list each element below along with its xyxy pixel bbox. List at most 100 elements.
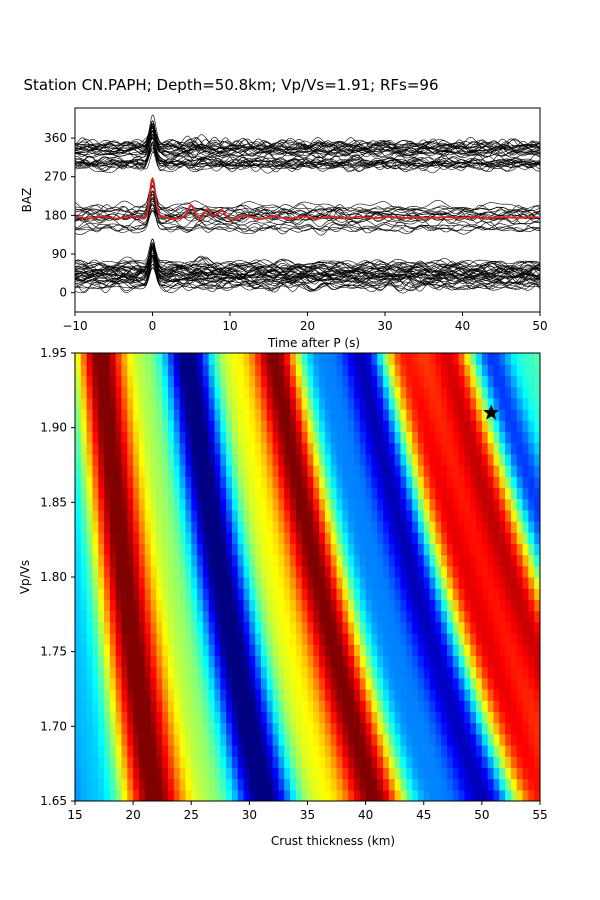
hk-heatmap-cell	[104, 509, 111, 522]
hk-heatmap-cell	[342, 778, 349, 791]
hk-heatmap-cell	[162, 745, 169, 757]
hk-heatmap-cell	[522, 521, 529, 533]
hk-heatmap-cell	[388, 711, 396, 724]
hk-heatmap-cell	[359, 644, 367, 656]
hk-heatmap-cell	[208, 610, 216, 623]
rf-trace-line	[75, 123, 540, 151]
hk-heatmap-cell	[127, 767, 134, 780]
hk-heatmap-cell	[319, 532, 326, 544]
hk-heatmap-cell	[487, 397, 495, 410]
hk-heatmap-cell	[255, 498, 262, 511]
hk-heatmap-cell	[388, 577, 396, 589]
hk-heatmap-cell	[266, 431, 274, 444]
hk-heatmap-cell	[98, 565, 105, 578]
hk-heatmap-cell	[528, 767, 535, 780]
rf-trace-line	[75, 242, 540, 272]
hk-heatmap-cell	[359, 487, 367, 500]
hk-heatmap-cell	[295, 588, 303, 600]
hk-heatmap-cell	[208, 767, 216, 780]
rf-x-tick-label: 30	[377, 319, 392, 333]
hk-heatmap-cell	[214, 420, 221, 432]
hk-heatmap-cell	[92, 498, 99, 511]
hk-heatmap-cell	[261, 666, 268, 679]
hk-heatmap-cell	[417, 487, 425, 500]
hk-heatmap-cell	[394, 375, 402, 388]
hk-heatmap-cell	[162, 498, 169, 511]
hk-heatmap-cell	[290, 666, 297, 679]
hk-heatmap-cell	[144, 666, 152, 679]
hk-heatmap-cell	[80, 532, 88, 544]
hk-heatmap-cell	[295, 521, 303, 533]
hk-heatmap-cell	[133, 476, 140, 488]
hk-heatmap-cell	[417, 745, 425, 757]
hk-heatmap-cell	[528, 487, 535, 500]
hk-heatmap-cell	[388, 397, 396, 410]
hk-heatmap-cell	[470, 599, 477, 612]
hk-heatmap-cell	[388, 677, 396, 690]
hk-heatmap-cell	[377, 353, 384, 365]
hk-heatmap-cell	[133, 364, 140, 376]
hk-heatmap-cell	[470, 745, 477, 757]
rf-y-axis-label: BAZ	[20, 188, 34, 213]
hk-heatmap-cell	[255, 689, 262, 701]
hk-heatmap-cell	[319, 453, 326, 466]
hk-heatmap-cell	[313, 487, 320, 500]
hk-heatmap-cell	[528, 644, 535, 656]
hk-heatmap-cell	[342, 700, 349, 712]
hk-heatmap-cell	[348, 689, 355, 701]
hk-heatmap-cell	[261, 442, 268, 455]
hk-heatmap-cell	[324, 655, 332, 668]
hk-heatmap-cell	[510, 767, 518, 780]
hk-heatmap-cell	[127, 565, 134, 578]
hk-heatmap-cell	[121, 521, 128, 533]
hk-heatmap-cell	[383, 554, 390, 567]
hk-heatmap-cell	[371, 588, 378, 600]
hk-heatmap-cell	[249, 610, 256, 623]
hk-heatmap-cell	[278, 397, 285, 410]
hk-heatmap-cell	[313, 767, 320, 780]
hk-heatmap-cell	[237, 644, 245, 656]
hk-heatmap-cell	[429, 644, 436, 656]
hk-heatmap-cell	[452, 577, 460, 589]
hk-heatmap-cell	[388, 453, 396, 466]
hk-heatmap-cell	[243, 487, 250, 500]
hk-heatmap-cell	[261, 465, 268, 477]
hk-heatmap-cell	[127, 733, 134, 746]
hk-heatmap-cell	[104, 476, 111, 488]
hk-heatmap-cell	[447, 767, 454, 780]
hk-heatmap-cell	[156, 767, 163, 780]
hk-heatmap-cell	[359, 756, 367, 768]
hk-heatmap-cell	[208, 386, 216, 399]
hk-heatmap-cell	[516, 588, 524, 600]
hk-heatmap-cell	[406, 644, 413, 656]
hk-heatmap-cell	[75, 509, 82, 522]
hk-heatmap-cell	[493, 588, 500, 600]
hk-heatmap-cell	[104, 498, 111, 511]
hk-heatmap-cell	[150, 353, 157, 365]
hk-heatmap-cell	[185, 577, 192, 589]
hk-heatmap-cell	[185, 397, 192, 410]
hk-heatmap-cell	[383, 498, 390, 511]
hk-heatmap-cell	[98, 442, 105, 455]
hk-heatmap-cell	[493, 621, 500, 634]
hk-heatmap-cell	[290, 621, 297, 634]
hk-heatmap-cell	[249, 599, 256, 612]
hk-heatmap-cell	[342, 487, 349, 500]
hk-heatmap-cell	[487, 565, 495, 578]
hk-heatmap-cell	[208, 453, 216, 466]
hk-heatmap-cell	[109, 442, 117, 455]
hk-heatmap-cell	[272, 789, 280, 801]
hk-heatmap-cell	[179, 565, 187, 578]
hk-heatmap-cell	[394, 353, 402, 365]
hk-heatmap-cell	[284, 767, 291, 780]
hk-heatmap-cell	[412, 397, 419, 410]
hk-heatmap-cell	[447, 756, 454, 768]
hk-heatmap-cell	[98, 498, 105, 511]
hk-heatmap-cell	[423, 509, 431, 522]
hk-heatmap-cell	[499, 711, 506, 724]
hk-heatmap-cell	[371, 700, 378, 712]
hk-heatmap-cell	[162, 633, 169, 645]
hk-heatmap-cell	[168, 644, 175, 656]
hk-heatmap-cell	[278, 498, 285, 511]
